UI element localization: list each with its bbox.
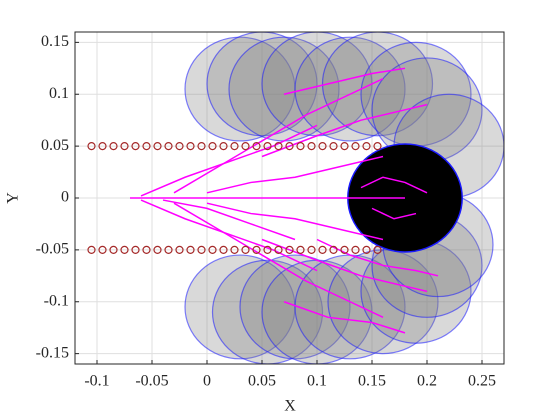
start-marker (153, 245, 162, 254)
start-marker (263, 142, 272, 151)
trajectory (206, 155, 384, 194)
x-tick-label: 0.05 (248, 373, 276, 390)
trajectory (173, 78, 384, 194)
start-marker (340, 245, 349, 254)
start-marker (153, 142, 162, 151)
y-tick-label: -0.1 (44, 292, 69, 309)
start-marker (131, 142, 140, 151)
start-marker (285, 245, 294, 254)
start-marker (175, 142, 184, 151)
start-marker (87, 142, 96, 151)
start-marker (120, 245, 129, 254)
trajectory (162, 199, 296, 241)
x-tick-label: -0.05 (135, 373, 168, 390)
start-marker (142, 142, 151, 151)
start-marker (340, 142, 349, 151)
start-marker (241, 142, 250, 151)
start-marker (142, 245, 151, 254)
start-marker (274, 142, 283, 151)
trajectory (173, 202, 384, 318)
start-marker (351, 245, 360, 254)
x-tick-label: -0.1 (84, 373, 109, 390)
start-marker (87, 245, 96, 254)
x-tick-label: 0 (203, 373, 211, 390)
y-tick-label: 0.1 (49, 85, 69, 102)
start-marker (109, 142, 118, 151)
start-marker (307, 142, 316, 151)
start-marker (197, 245, 206, 254)
start-marker (252, 142, 261, 151)
start-marker (285, 142, 294, 151)
start-marker (109, 245, 118, 254)
start-marker (373, 142, 382, 151)
trajectory (206, 202, 384, 241)
x-tick-label: 0.15 (358, 373, 386, 390)
start-marker (241, 245, 250, 254)
start-marker (329, 142, 338, 151)
trajectory (283, 301, 406, 334)
start-marker (219, 245, 228, 254)
start-marker (98, 245, 107, 254)
start-marker (219, 142, 228, 151)
start-marker (175, 245, 184, 254)
start-marker (329, 245, 338, 254)
x-tick-label: 0.1 (307, 373, 327, 390)
start-marker (164, 245, 173, 254)
start-marker (98, 142, 107, 151)
start-marker (186, 142, 195, 151)
obstacle-circle (211, 259, 324, 364)
start-marker (230, 245, 239, 254)
y-tick-label: 0 (61, 189, 69, 206)
start-marker (197, 142, 206, 151)
trajectory (140, 124, 318, 197)
start-marker (164, 142, 173, 151)
start-marker (208, 142, 217, 151)
start-marker (263, 245, 272, 254)
start-marker (296, 245, 305, 254)
start-marker (252, 245, 261, 254)
start-marker (274, 245, 283, 254)
start-marker (230, 142, 239, 151)
plot-content (87, 32, 504, 364)
trajectory (360, 176, 428, 194)
x-axis-label: X (284, 398, 296, 415)
x-tick-label: 0.25 (468, 373, 496, 390)
start-marker (373, 245, 382, 254)
start-marker (351, 142, 360, 151)
y-tick-label: -0.15 (36, 344, 69, 361)
start-marker (131, 245, 140, 254)
trajectory (316, 238, 439, 277)
start-marker (318, 245, 327, 254)
start-marker (186, 245, 195, 254)
start-marker (307, 245, 316, 254)
y-tick-label: -0.05 (36, 241, 69, 258)
y-tick-label: 0.15 (41, 33, 69, 50)
start-marker (296, 142, 305, 151)
start-marker (120, 142, 129, 151)
start-marker (362, 142, 371, 151)
y-axis-label: Y (5, 192, 22, 204)
y-tick-label: 0.05 (41, 137, 69, 154)
start-marker (362, 245, 371, 254)
trajectory (140, 199, 318, 272)
start-marker (318, 142, 327, 151)
obstacle-circle (294, 36, 406, 142)
start-marker (208, 245, 217, 254)
x-tick-label: 0.2 (417, 373, 437, 390)
trajectory (283, 67, 406, 95)
trajectory (371, 207, 417, 220)
